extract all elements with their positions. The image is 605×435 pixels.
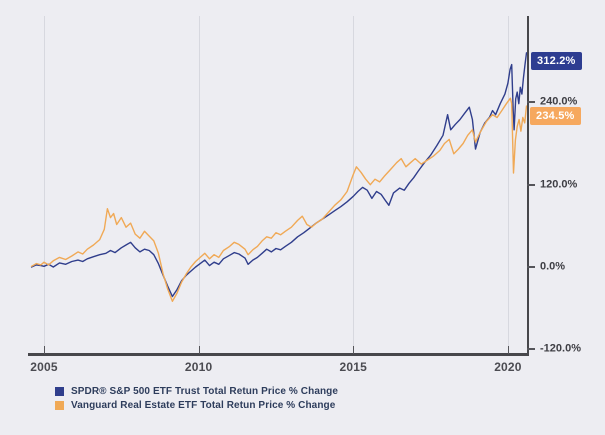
spy-legend-label: SPDR® S&P 500 ETF Trust Total Retun Pric… (71, 386, 339, 397)
spy-color-swatch (55, 387, 64, 396)
y-tick-mark (527, 266, 535, 268)
x-axis-line (28, 353, 528, 356)
gridline-2005 (44, 16, 45, 354)
x-tick-label: 2010 (184, 360, 213, 374)
vnq-color-swatch (55, 401, 64, 410)
y-tick-label: -120.0% (540, 342, 581, 355)
y-tick-label: 240.0% (540, 95, 578, 108)
gridline-2015 (353, 16, 355, 354)
legend-item-spy: SPDR® S&P 500 ETF Trust Total Retun Pric… (55, 386, 338, 397)
vnq-legend-label: Vanguard Real Estate ETF Total Retun Pri… (71, 400, 336, 411)
legend-item-vnq: Vanguard Real Estate ETF Total Retun Pri… (55, 400, 338, 411)
x-tick-label: 2015 (339, 360, 368, 374)
y-tick-mark (527, 183, 535, 186)
y-tick-mark (527, 348, 535, 351)
legend: SPDR® S&P 500 ETF Trust Total Retun Pric… (55, 386, 338, 411)
x-tick-mark (353, 346, 355, 354)
y-tick-label: 120.0% (540, 178, 578, 191)
x-tick-label: 2005 (30, 360, 58, 374)
gridline-2020 (507, 16, 509, 354)
spy-series-line (30, 52, 528, 298)
vnq-end-value-badge: 234.5% (530, 107, 581, 125)
vnq-series-line (30, 97, 528, 302)
y-axis-line (527, 16, 529, 356)
y-tick-label: 0.0% (540, 260, 566, 273)
y-tick-mark (527, 101, 535, 104)
gridline-2010 (198, 16, 200, 354)
x-tick-mark (198, 346, 200, 354)
spy-end-value-badge: 312.2% (531, 52, 582, 70)
x-tick-label: 2020 (494, 360, 522, 374)
x-tick-mark (507, 346, 509, 354)
x-tick-mark (44, 346, 45, 354)
